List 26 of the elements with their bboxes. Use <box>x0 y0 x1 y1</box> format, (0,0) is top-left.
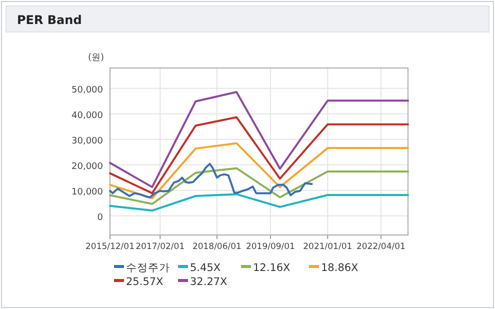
y-tick-label: 20,000 <box>72 162 104 172</box>
y-tick-label: 50,000 <box>72 85 104 96</box>
legend-label: 수정주가 <box>126 262 170 274</box>
legend-label: 5.45X <box>190 262 221 274</box>
chart-title: PER Band <box>17 13 82 27</box>
line-series <box>109 162 313 199</box>
x-tick-label: 2018/06/01 <box>192 242 242 252</box>
x-tick-label: 2021/01/01 <box>303 242 352 252</box>
line-series <box>109 167 409 205</box>
legend-label: 25.57X <box>126 276 164 288</box>
line-series <box>109 90 409 188</box>
line-series <box>109 142 409 200</box>
y-tick-label: 10,000 <box>72 187 104 198</box>
x-tick-label: 2019/09/01 <box>246 242 295 252</box>
y-tick-label: 0 <box>97 212 104 223</box>
y-axis-title: (원) <box>88 53 104 63</box>
legend-label: 32.27X <box>190 276 228 288</box>
x-tick-label: 2017/02/01 <box>136 242 185 252</box>
x-tick-label: 2022/04/01 <box>356 242 406 252</box>
legend-label: 12.16X <box>253 262 290 274</box>
line-series <box>109 116 409 194</box>
y-tick-label: 40,000 <box>72 110 104 121</box>
y-tick-label: 30,000 <box>72 136 104 146</box>
x-tick-label: 2015/12/01 <box>86 242 134 252</box>
line-series <box>109 193 409 212</box>
legend-label: 18.86X <box>321 262 358 274</box>
